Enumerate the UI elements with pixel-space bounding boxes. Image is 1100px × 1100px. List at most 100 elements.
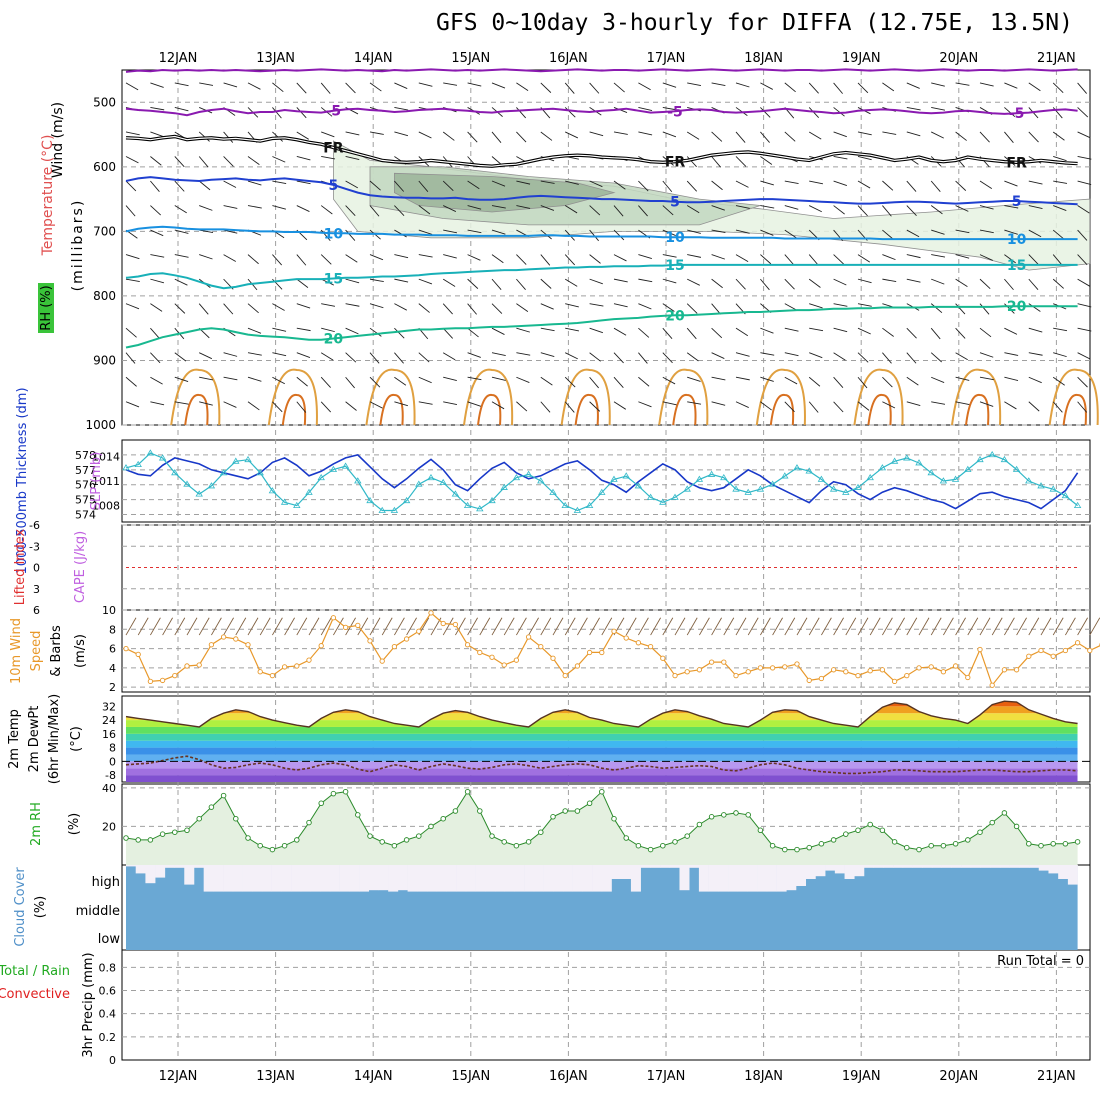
cloud-high-gap <box>1009 865 1020 868</box>
rh2m-marker <box>220 792 227 799</box>
wind10m-marker <box>940 669 947 675</box>
wind-barb <box>491 352 506 356</box>
wind-barb <box>296 254 307 266</box>
wind10m-barb <box>796 617 808 636</box>
wind10m-marker <box>794 661 800 667</box>
slp-marker <box>1073 501 1082 509</box>
wind-barb <box>247 303 259 314</box>
precip-ylabel: 3hr Precip (mm) <box>81 952 96 1057</box>
rh2m-marker <box>794 846 800 853</box>
cloud-high-gap <box>155 865 166 878</box>
wind-barb <box>1052 254 1063 266</box>
rh2m-marker <box>599 788 605 795</box>
wind-barb <box>735 376 750 381</box>
wind-barb <box>784 352 799 357</box>
warm-lobe-contour <box>1062 393 1087 426</box>
slp-marker <box>524 470 533 477</box>
cloud-high-gap <box>796 865 807 886</box>
slp-marker <box>341 462 350 469</box>
wind-barb <box>1052 278 1064 289</box>
slp-tick-label: 1008 <box>92 500 120 513</box>
wind-barb <box>491 327 505 335</box>
cloud-high-gap <box>621 865 632 879</box>
wind-barb <box>930 205 943 215</box>
wind-barb <box>662 180 673 193</box>
wind-barb <box>320 254 332 265</box>
rh-badge <box>38 283 54 333</box>
wind-barb <box>1077 327 1092 332</box>
cloud-high-gap <box>1019 865 1030 868</box>
wind10m-marker <box>708 659 715 665</box>
thickness-tick-label: 574 <box>75 509 96 522</box>
wind-barb <box>491 303 503 314</box>
wind-barb <box>394 327 405 339</box>
cloud-high-gap <box>135 865 146 874</box>
wind-barb <box>1004 107 1016 118</box>
wind-barb <box>443 376 457 381</box>
cloud-high-gap <box>349 865 360 892</box>
wind-barb <box>857 303 872 307</box>
wind-barb <box>882 254 896 261</box>
wind-barb <box>1077 278 1090 287</box>
rh2m-marker <box>830 837 837 843</box>
cloud-high-gap <box>805 865 816 879</box>
wind-barb <box>418 376 432 384</box>
wind-barb <box>686 156 697 168</box>
wind10m-marker <box>1038 647 1044 654</box>
wind-barb <box>296 303 311 309</box>
wind10m-barb <box>467 617 478 636</box>
wind10m-marker <box>843 669 849 675</box>
wind-barb <box>418 205 431 215</box>
wind-barb <box>882 401 896 409</box>
temp2m-ylabel3: (6hr Min/Max) <box>47 694 62 784</box>
cloud-high-gap <box>417 865 428 892</box>
wind10m-barb <box>442 617 454 636</box>
cloud-high-gap <box>465 865 476 892</box>
temp2m-unit: (°C) <box>69 726 84 752</box>
wind-barb <box>418 131 432 139</box>
cloud-high-gap <box>193 865 204 868</box>
wind-barb <box>857 254 871 263</box>
wind-barb <box>174 106 189 112</box>
isotherm-line <box>125 225 1078 241</box>
wind-barb <box>613 278 628 283</box>
wind-barb <box>442 352 456 361</box>
slp-marker <box>1037 482 1045 489</box>
wind-barb <box>931 131 944 139</box>
slp-marker <box>354 477 362 484</box>
wind-barb <box>955 229 970 234</box>
wind-barb <box>491 229 506 235</box>
rh2m-marker <box>257 842 263 849</box>
wind-barb <box>443 205 457 212</box>
wind10m-barb <box>394 617 405 636</box>
wind-barb <box>857 376 868 389</box>
rh2m-marker <box>952 841 959 847</box>
cloud-high-gap <box>359 865 370 892</box>
isotherm-line <box>125 68 1078 73</box>
cloud-high-gap <box>747 865 758 892</box>
wind-barb <box>613 352 624 364</box>
cloud-high-gap <box>669 865 680 868</box>
wind-barb <box>882 131 897 135</box>
wind-barb <box>272 107 282 119</box>
slp-marker <box>158 454 167 461</box>
wind-barb <box>272 352 287 357</box>
slp-marker <box>207 482 216 489</box>
pressure-tick-label: 500 <box>93 95 116 109</box>
wind-barb <box>931 401 946 405</box>
wind-tick-label: 10 <box>102 604 116 617</box>
isotherm-label: -5 <box>667 104 683 120</box>
wind10m-barb <box>284 617 295 636</box>
cloud-high-gap <box>378 865 389 891</box>
cloud-high-gap <box>980 865 991 868</box>
wind-barb <box>735 352 750 357</box>
wind-barb <box>1077 401 1088 413</box>
warm-lobe-contour <box>477 393 502 426</box>
wind-barb <box>589 254 601 264</box>
wind-barb <box>1028 401 1040 412</box>
slp-marker <box>415 480 423 487</box>
wind-barb <box>1077 376 1088 388</box>
wind10m-barb <box>491 617 503 636</box>
thickness-tick-label: 577 <box>75 464 96 477</box>
wind-barb <box>760 376 774 382</box>
